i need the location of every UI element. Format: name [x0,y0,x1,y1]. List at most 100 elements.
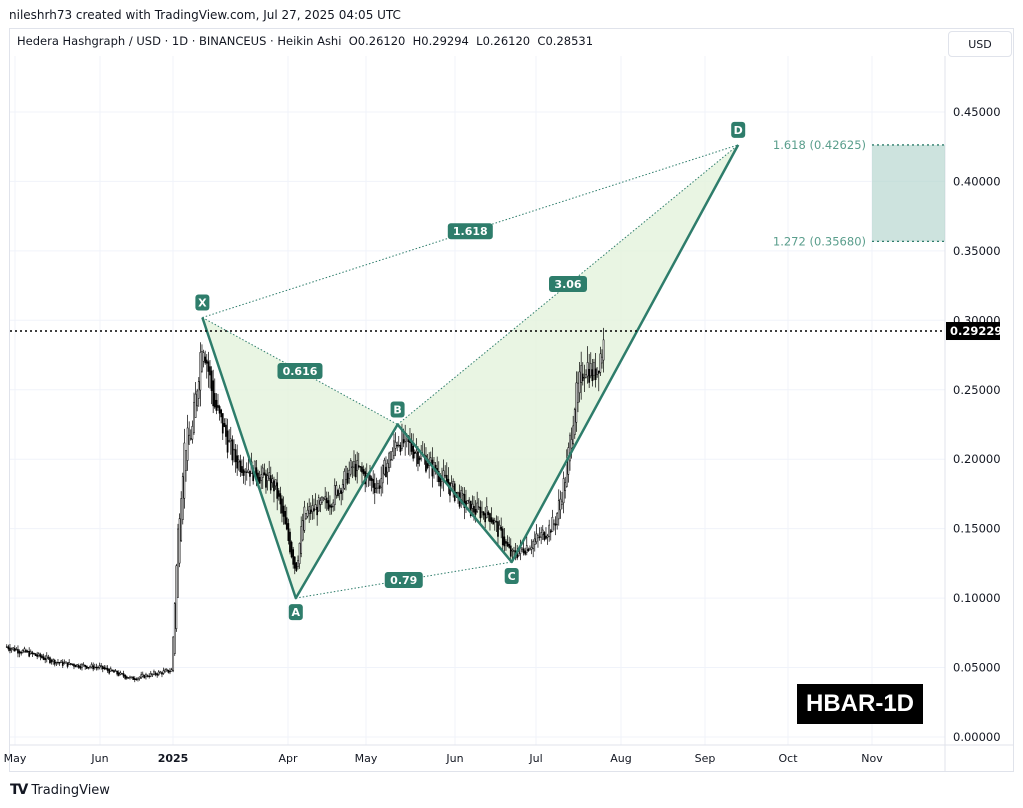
candle-body [183,442,186,499]
candle-body [145,674,147,677]
candle-body [353,461,355,468]
candle-body [52,659,55,662]
candle-body [92,665,95,670]
candle-body [412,445,415,459]
candle-body [34,653,37,657]
candle-body [199,352,202,391]
candle-body [341,484,344,493]
candle-body [313,508,315,512]
candle-body [429,457,432,463]
candle-body [20,652,23,654]
ratio-badge [277,362,323,379]
candle-body [113,670,115,673]
candle-body [489,513,491,522]
candle-body [81,663,83,668]
candle-body [249,470,251,477]
candle-body [194,393,197,418]
candle-body [316,506,319,516]
candle-body [273,480,275,492]
candle-body [575,382,578,423]
candle-body [377,483,379,489]
candle-body [44,657,47,661]
candle-body [461,493,464,496]
candle-body [543,532,546,540]
candle-body [381,464,384,484]
last-price-badge [946,322,1000,341]
candle-body [549,530,552,533]
candle-body [444,474,447,477]
tradingview-logo[interactable]: TV TradingView [10,782,110,798]
candle-body [469,500,472,517]
candle-body [495,521,498,523]
candle-body [362,469,365,474]
candle-body [111,669,114,672]
candle-body [181,476,184,520]
candle-body [561,500,563,505]
pattern-legs [201,144,740,600]
candle-body [482,511,485,516]
ratio-badge [384,572,423,589]
candle-body [5,646,8,648]
candle-body [556,512,559,525]
candle-body [490,517,493,523]
candle-body [346,472,349,484]
candle-body [597,370,600,374]
candle-body [185,450,187,471]
candle-body [463,494,466,509]
candle-body [301,520,304,541]
candle-body [375,487,378,490]
candle-body [121,673,123,675]
currency-button[interactable]: USD [948,31,1012,57]
candle-body [60,660,63,663]
candle-body [501,528,504,546]
candle-body [148,675,151,678]
candle-body [466,500,469,504]
candle-body [548,524,551,537]
price-tick-label: 0.05000 [953,661,1001,675]
candle-body [602,339,605,361]
candle-body [324,496,327,500]
time-tick-label: Apr [278,752,298,765]
candle-body [545,535,547,539]
candle-body [471,503,474,509]
candle-body [161,672,163,675]
candle-body [49,657,51,664]
candle-body [37,653,40,656]
candle-body [269,475,272,491]
candle-body [559,498,562,511]
candle-body [226,430,229,453]
candle-body [317,497,320,512]
candle-body [295,562,298,571]
candle-body [141,673,144,677]
candle-body [521,547,523,550]
candle-body [42,656,45,660]
candle-body [202,352,205,362]
candle-body [589,363,592,377]
candle-body [236,455,239,469]
point-label: B [393,403,401,416]
candle-body [596,367,599,375]
candle-body [311,505,314,512]
candle-body [541,529,544,536]
price-tick-label: 0.40000 [953,174,1001,188]
candle-body [65,661,67,664]
candle-body [71,663,74,665]
candle-body [261,467,264,478]
candle-body [373,483,376,494]
candle-body [218,406,221,414]
ratio-badge [549,276,587,292]
pattern-fill-xab [202,317,398,599]
candle-body [415,450,418,454]
point-badge-A [288,604,303,621]
candle-body [129,676,131,679]
candle-body [242,469,245,476]
candle-body [90,664,93,668]
candle-body [263,472,266,476]
candle-body [282,505,285,517]
candle-body [204,356,207,364]
candle-body [125,676,128,679]
candle-body [551,516,554,532]
candle-body [23,648,26,652]
candle-body [207,361,210,372]
